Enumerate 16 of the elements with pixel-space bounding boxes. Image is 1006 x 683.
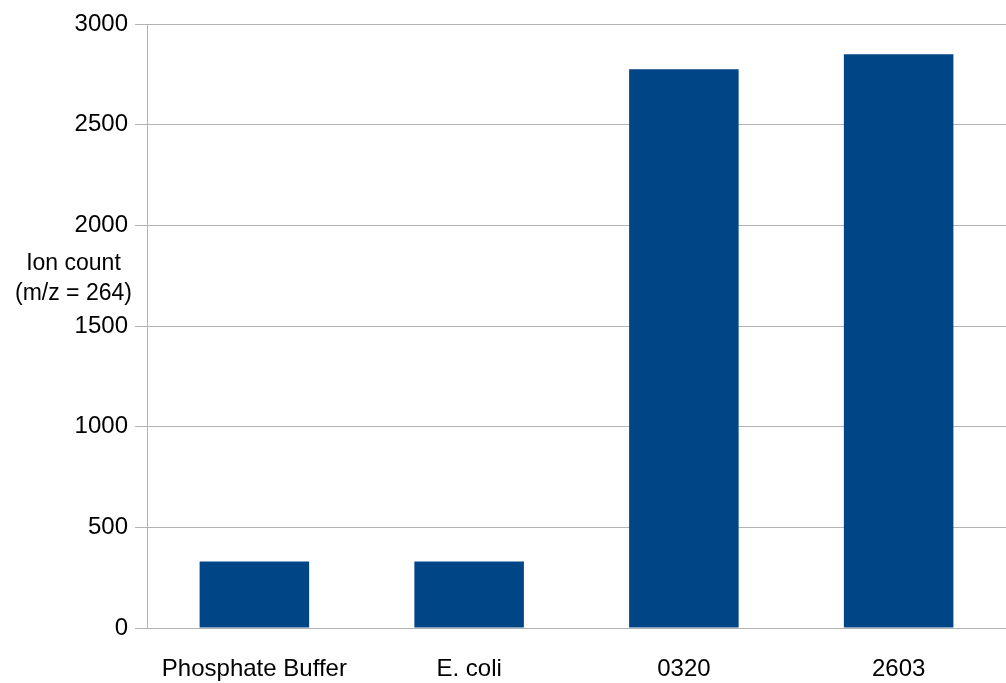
- y-tick-label: 0: [114, 612, 128, 640]
- y-tick-label: 2000: [74, 209, 128, 237]
- x-tick-label: E. coli: [436, 654, 502, 682]
- bar: [199, 561, 310, 628]
- y-tick-label: 3000: [74, 8, 128, 36]
- y-tick-label: 1500: [74, 310, 128, 338]
- bar: [629, 69, 739, 628]
- y-axis-title: Ion count (m/z = 264): [15, 249, 132, 305]
- y-tick-label: 1000: [74, 411, 128, 439]
- bar: [414, 561, 524, 628]
- y-tick-label: 2500: [74, 109, 128, 137]
- x-tick-label: 2603: [871, 654, 926, 682]
- x-tick-label: Phosphate Buffer: [161, 654, 347, 682]
- y-tick-label: 500: [87, 511, 128, 539]
- bar: [843, 54, 954, 628]
- x-tick-label: 0320: [657, 654, 711, 682]
